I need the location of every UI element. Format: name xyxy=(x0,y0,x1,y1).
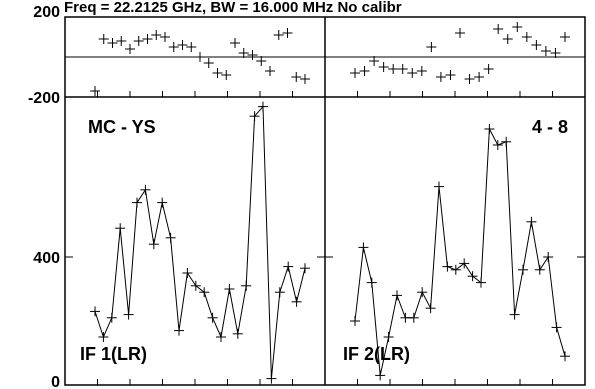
panel-labels: MC - YS 4 - 8 IF 1(LR) IF 2(LR) xyxy=(80,117,568,364)
chart-title: Freq = 22.2125 GHz, BW = 16.000 MHz No c… xyxy=(64,0,402,16)
plot-frame xyxy=(64,16,586,386)
baseline-label-panel-2: IF 2(LR) xyxy=(343,344,410,364)
amplitude-line-panel-1 xyxy=(94,105,306,379)
axis-ticks xyxy=(65,16,585,386)
source-label-panel-1: MC - YS xyxy=(88,117,156,137)
phase-tick-label-minus-200: -200 xyxy=(28,90,60,107)
y-tick-labels: 200 -200 400 0 xyxy=(28,4,60,389)
amplitude-line-panel-2 xyxy=(354,127,566,376)
source-label-panel-2: 4 - 8 xyxy=(532,117,568,137)
phase-tick-label-200: 200 xyxy=(33,4,60,21)
data-series xyxy=(90,22,570,384)
amp-tick-label-400: 400 xyxy=(33,250,60,267)
amp-tick-label-0: 0 xyxy=(51,374,60,389)
baseline-label-panel-1: IF 1(LR) xyxy=(80,344,147,364)
